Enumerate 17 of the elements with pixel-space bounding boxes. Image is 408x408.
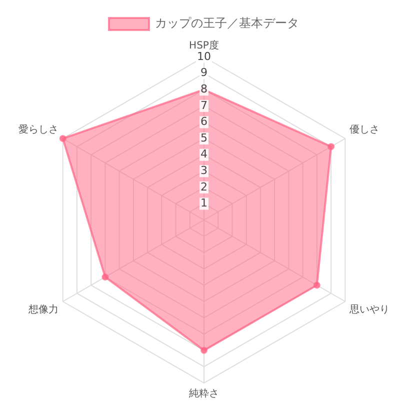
y-tick-label: 1 [200,196,208,210]
y-tick-label: 2 [200,180,208,194]
y-tick-label: 4 [200,148,208,161]
spoke-label: 純粋さ [189,388,219,400]
y-tick-label: 6 [200,115,208,128]
y-tick-label: 8 [200,82,208,96]
spoke-label: 思いやり [348,304,390,316]
spoke-label: 愛らしさ [18,124,59,136]
legend-label: カップの王子／基本データ [155,16,299,30]
y-tick-label: 5 [200,131,208,144]
y-tick-label: 7 [200,98,208,112]
spoke-label: 想像力 [28,304,59,316]
spoke-label: HSP度 [189,40,219,52]
y-tick-label: 9 [200,66,208,80]
y-tick-label: 3 [200,164,208,177]
spoke-label: 優しさ [349,124,380,136]
y-tick-label: 10 [197,50,211,63]
